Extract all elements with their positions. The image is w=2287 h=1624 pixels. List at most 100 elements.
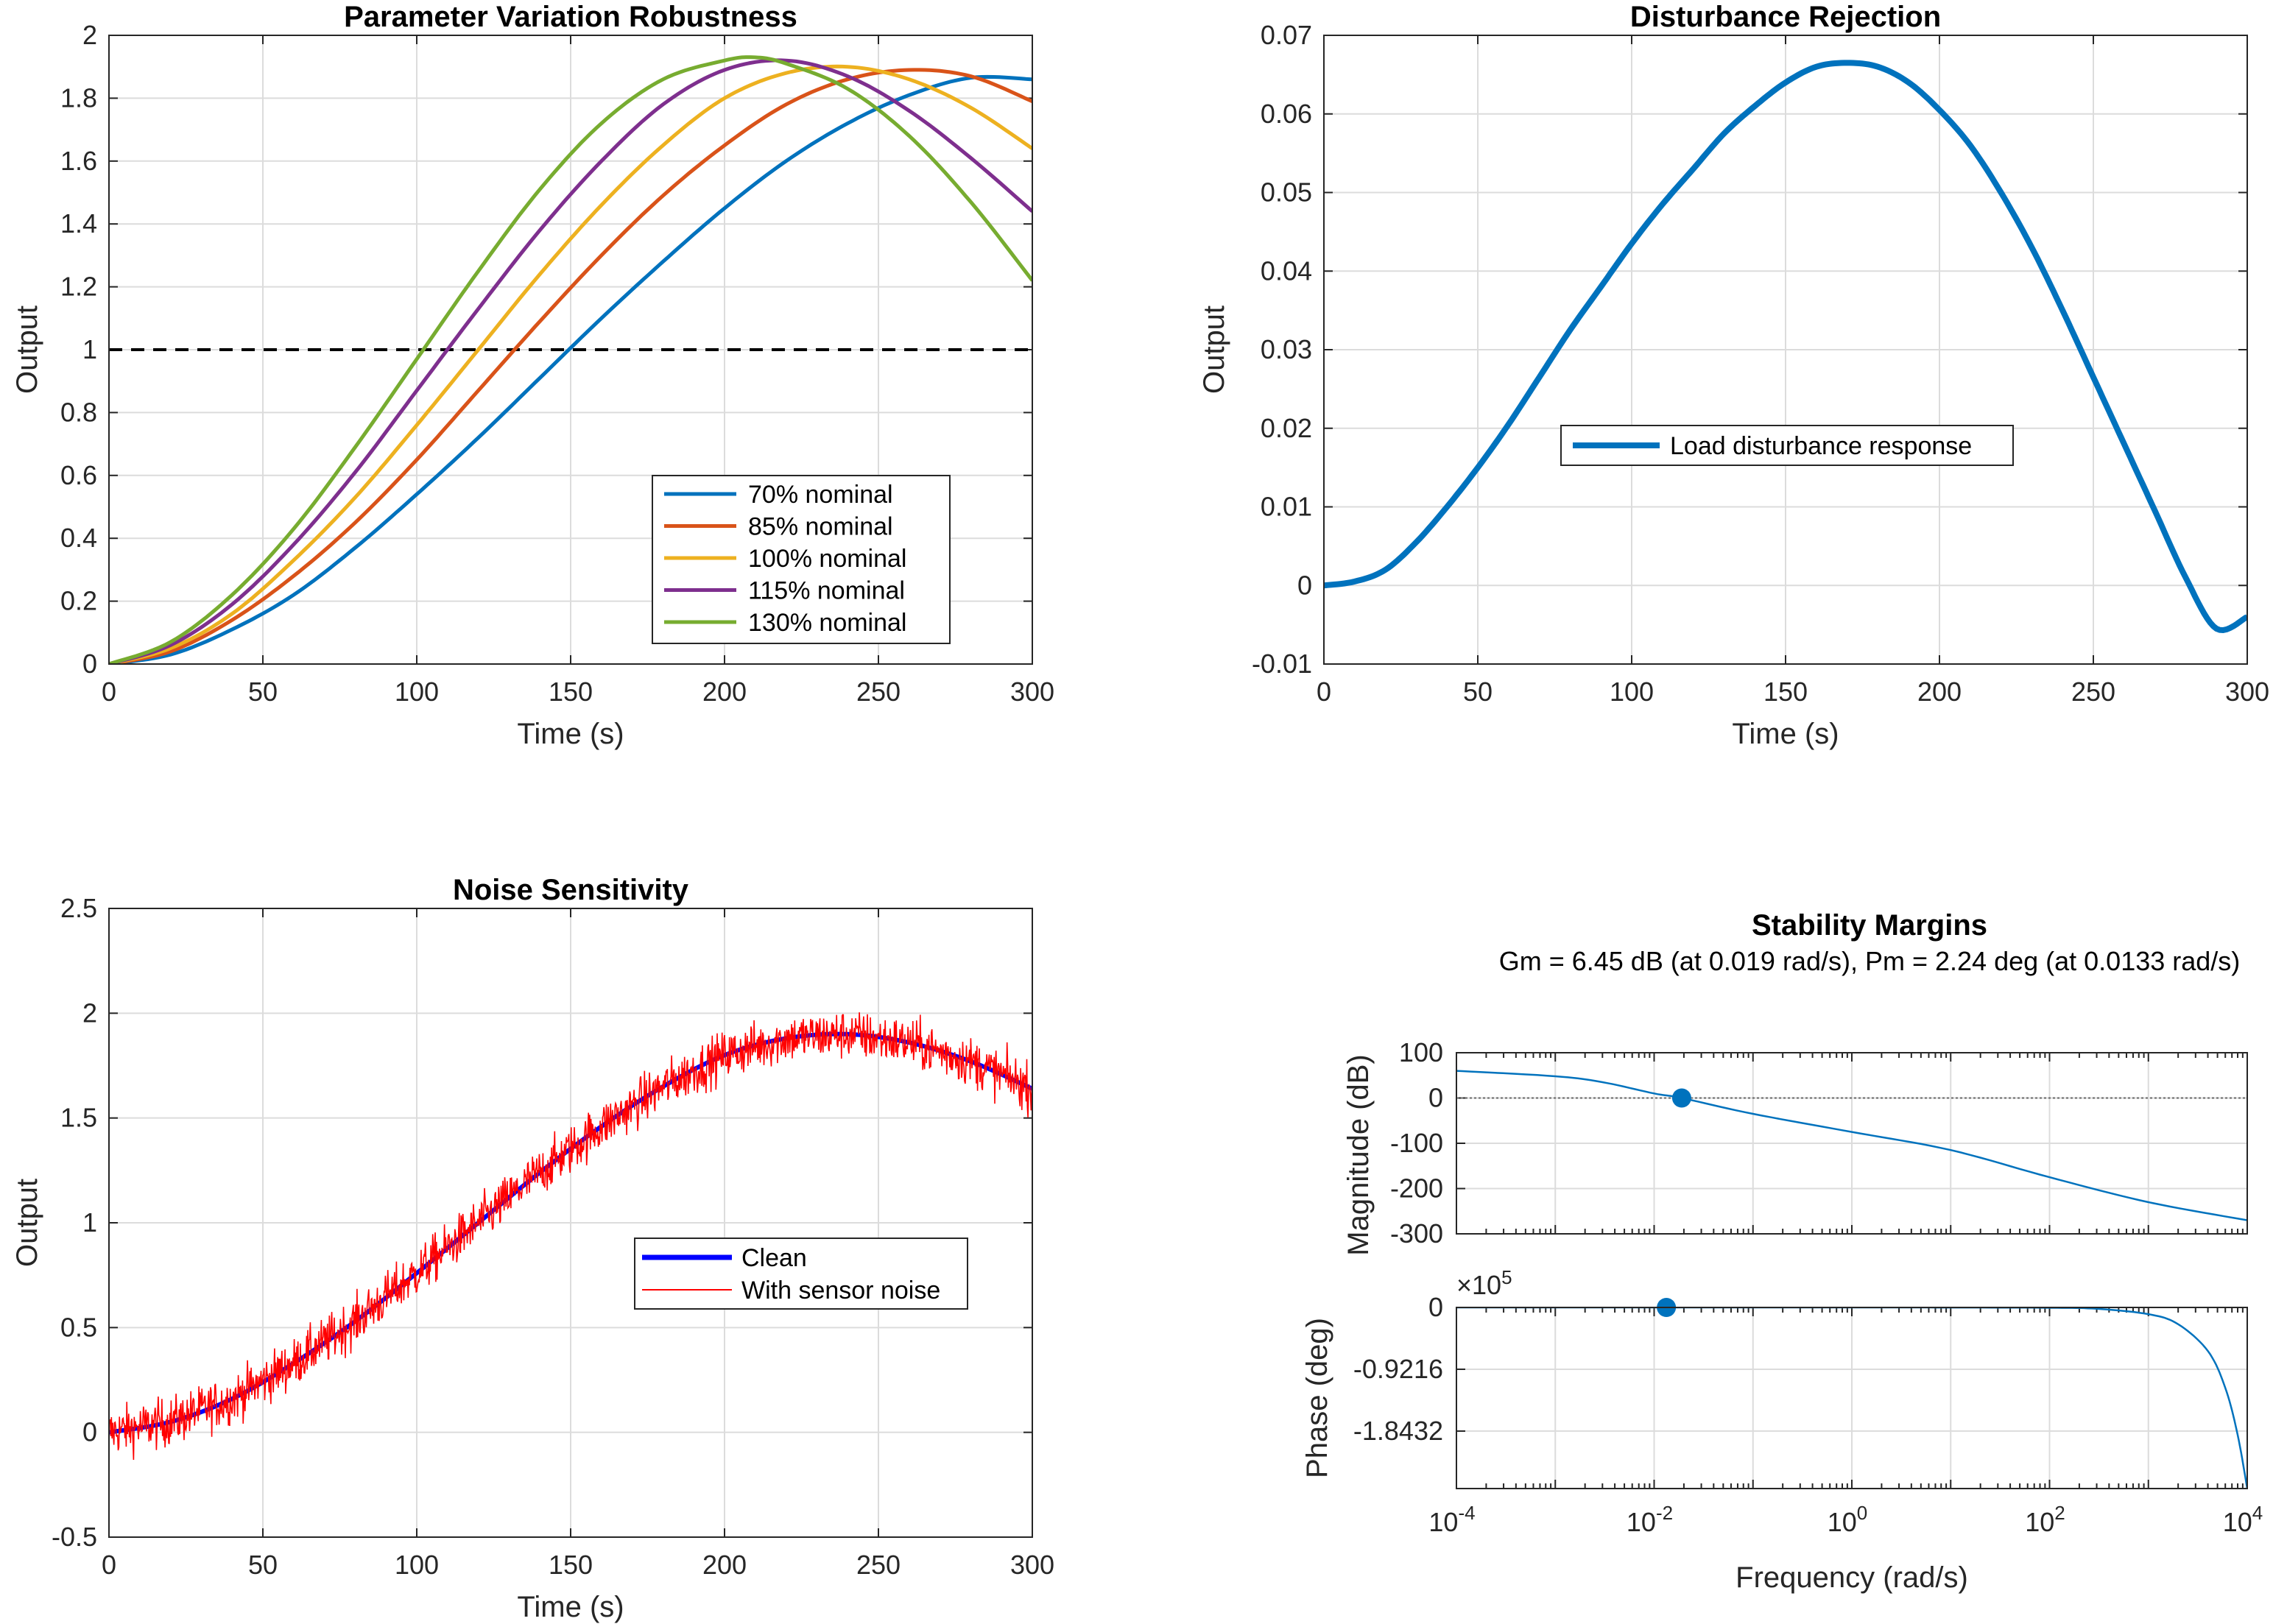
chart-title: Parameter Variation Robustness xyxy=(344,1,797,33)
y-tick-label: 1.6 xyxy=(60,146,97,176)
tick-exponent: -4 xyxy=(1458,1502,1475,1524)
x-tick-label: 0 xyxy=(102,677,116,707)
y-tick-label: -100 xyxy=(1390,1128,1443,1158)
y-tick-label: 1 xyxy=(82,334,97,364)
y-tick-label: -0.5 xyxy=(52,1522,97,1552)
tick-base: 10 xyxy=(2025,1507,2054,1537)
y-tick-label: 0.5 xyxy=(60,1312,97,1342)
tick-base: 10 xyxy=(1828,1507,1857,1537)
y-tick-label: 1.2 xyxy=(60,272,97,302)
x-tick-label: 0 xyxy=(102,1550,116,1580)
y-tick-label: 0.4 xyxy=(60,523,97,553)
y-tick-label: 1.5 xyxy=(60,1103,97,1133)
chart-panel-2: 0 50 100 150 200 250 300-0.0100.010.020.030.04… xyxy=(1198,1,2269,750)
x-tick-label: 150 xyxy=(1763,677,1808,707)
x-tick-label: 10-2 xyxy=(1627,1502,1673,1537)
y-tick-label: 0 xyxy=(1428,1083,1443,1113)
y-tick-label: 0.01 xyxy=(1261,492,1312,522)
x-axis-label: Time (s) xyxy=(517,1591,624,1623)
multiplier-base: ×10 xyxy=(1456,1270,1501,1300)
legend: 70% nominal 85% nominal 100% nominal 115% n… xyxy=(652,475,951,644)
y-tick-label: 1.4 xyxy=(60,208,97,239)
axes-frame xyxy=(1456,1307,2248,1489)
y-tick-label: 0.6 xyxy=(60,460,97,490)
legend-entry: 85% nominal xyxy=(748,513,893,541)
y-tick-label: 0.04 xyxy=(1261,255,1312,286)
legend-entry: 70% nominal xyxy=(748,481,893,509)
plot-area xyxy=(109,55,1032,664)
x-tick-label: 200 xyxy=(702,677,747,707)
tick-base: 10 xyxy=(2223,1507,2252,1537)
x-tick-label: 300 xyxy=(1010,1550,1054,1580)
tick-exponent: 0 xyxy=(1857,1502,1867,1524)
y-tick-label: -200 xyxy=(1390,1173,1443,1204)
y-tick-label: 0 xyxy=(1297,570,1312,600)
y-tick-label: 0.8 xyxy=(60,397,97,427)
legend-entry: Clean xyxy=(741,1244,807,1272)
series-line-5 xyxy=(109,55,1032,664)
x-tick-label: 104 xyxy=(2223,1502,2263,1537)
chart-title: Stability Margins xyxy=(1752,909,1987,942)
magnitude-curve xyxy=(1456,1070,2248,1221)
y-tick-label: 0.02 xyxy=(1261,413,1312,443)
x-tick-label: 200 xyxy=(1917,677,1962,707)
y-axis-label: Output xyxy=(1198,306,1230,394)
y-axis-label: Phase (deg) xyxy=(1301,1318,1333,1478)
y-tick-label: 0 xyxy=(82,1417,97,1447)
series-line-4 xyxy=(109,58,1032,664)
axes-frame xyxy=(108,908,1033,1538)
chart-panel-1: 0 50 100 150 200 250 300 0 0.2 0.4 0.6 0.8 1 1.2 1.4 1.… xyxy=(11,1,1054,750)
x-tick-label: 100 xyxy=(1610,677,1654,707)
x-tick-label: 300 xyxy=(2225,677,2269,707)
y-tick-label: 0 xyxy=(1428,1292,1443,1322)
axes-frame xyxy=(1456,1052,2248,1235)
legend-entry: 130% nominal xyxy=(748,609,906,637)
tick-exponent: 2 xyxy=(2054,1502,2065,1524)
legend-entry: 100% nominal xyxy=(748,545,906,573)
tick-exponent: 4 xyxy=(2252,1502,2263,1524)
x-tick-label: 300 xyxy=(1010,677,1054,707)
series-line-3 xyxy=(109,64,1032,664)
x-axis-label: Time (s) xyxy=(1732,718,1839,750)
x-tick-label: 10-4 xyxy=(1428,1502,1475,1537)
chart-title: Noise Sensitivity xyxy=(453,874,689,906)
exponent-multiplier: ×105 xyxy=(1456,1266,1512,1300)
x-axis-label: Frequency (rad/s) xyxy=(1735,1561,1968,1594)
y-tick-label: 1 xyxy=(82,1207,97,1238)
axes-frame xyxy=(108,35,1033,665)
x-tick-label: 0 xyxy=(1317,677,1331,707)
x-tick-label: 50 xyxy=(1463,677,1493,707)
y-tick-label: 0.05 xyxy=(1261,177,1312,208)
x-tick-label: 250 xyxy=(856,1550,901,1580)
legend: Load disturbance response xyxy=(1560,425,2014,466)
y-tick-label: 0.03 xyxy=(1261,334,1312,364)
y-tick-label: 100 xyxy=(1399,1037,1443,1067)
legend-entry: 115% nominal xyxy=(748,577,905,605)
x-tick-label: 102 xyxy=(2025,1502,2065,1537)
y-tick-label: 0.2 xyxy=(60,586,97,616)
x-tick-label: 250 xyxy=(856,677,901,707)
series-line-noisy xyxy=(109,1012,1032,1461)
x-tick-label: 100 xyxy=(1828,1502,1868,1537)
multiplier-exponent: 5 xyxy=(1501,1266,1512,1288)
y-tick-label: -0.01 xyxy=(1252,649,1312,679)
legend-box xyxy=(634,1238,968,1310)
plot-area xyxy=(109,1012,1032,1461)
y-tick-label: 0.06 xyxy=(1261,99,1312,129)
chart-panel-3: 0 50 100 150 200 250 300-0.500.511.522.5Noise … xyxy=(11,874,1054,1623)
x-tick-label: 50 xyxy=(248,677,278,707)
x-tick-label: 250 xyxy=(2071,677,2115,707)
x-tick-label: 200 xyxy=(702,1550,747,1580)
magnitude-axes: 100 0 -100 -200 -300 Magnitude (dB) xyxy=(1342,1037,2248,1256)
chart-panel-4: Stability Margins Gm = 6.45 dB (at 0.019 … xyxy=(1301,909,2263,1594)
y-tick-label: -1.8432 xyxy=(1353,1416,1443,1446)
x-tick-label: 100 xyxy=(395,677,439,707)
x-axis-label: Time (s) xyxy=(517,718,624,750)
tick-exponent: -2 xyxy=(1656,1502,1673,1524)
legend-entry: Load disturbance response xyxy=(1670,432,1972,460)
chart-title: Disturbance Rejection xyxy=(1630,1,1941,33)
y-tick-label: -300 xyxy=(1390,1218,1443,1249)
plot-area xyxy=(1456,1307,2247,1489)
y-axis-label: Output xyxy=(11,1179,43,1267)
